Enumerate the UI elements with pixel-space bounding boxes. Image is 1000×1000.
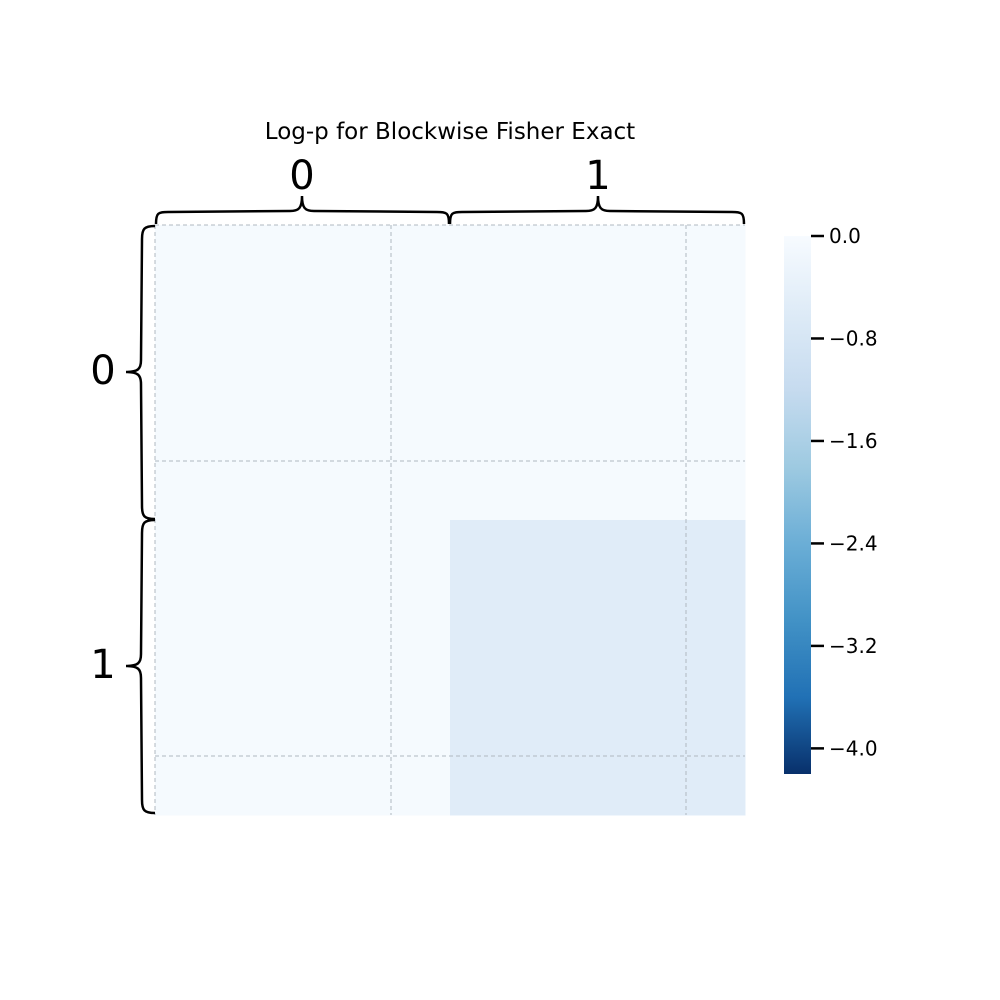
heatmap-cell-0-1 [450, 225, 746, 521]
colorbar-tick-label-0: 0.0 [829, 224, 861, 248]
heatmap-cell-1-0 [155, 520, 451, 816]
top-brace-1 [448, 195, 746, 225]
chart-title: Log-p for Blockwise Fisher Exact [265, 119, 635, 145]
y-block-label-0: 0 [90, 348, 115, 394]
heatmap-grid [154, 224, 745, 815]
colorbar-tick-label-4: −3.2 [829, 634, 878, 658]
x-block-label-0: 0 [289, 153, 314, 199]
left-brace-0 [125, 224, 156, 521]
heatmap-cell-0-0 [155, 225, 451, 521]
heatmap-cell-1-1 [450, 520, 746, 816]
top-brace-0 [154, 195, 451, 225]
colorbar-tick-label-1: −0.8 [829, 326, 878, 350]
x-block-label-1: 1 [585, 153, 610, 199]
left-brace-1 [125, 518, 156, 815]
colorbar-ticks: 0.0 −0.8 −1.6 −2.4 −3.2 −4.0 [811, 224, 878, 760]
colorbar [784, 236, 811, 774]
colorbar-tick-label-3: −2.4 [829, 531, 878, 555]
y-block-label-1: 1 [90, 642, 115, 688]
colorbar-tick-label-5: −4.0 [829, 736, 878, 760]
heatmap-cells [155, 225, 746, 816]
colorbar-tick-label-2: −1.6 [829, 429, 878, 453]
